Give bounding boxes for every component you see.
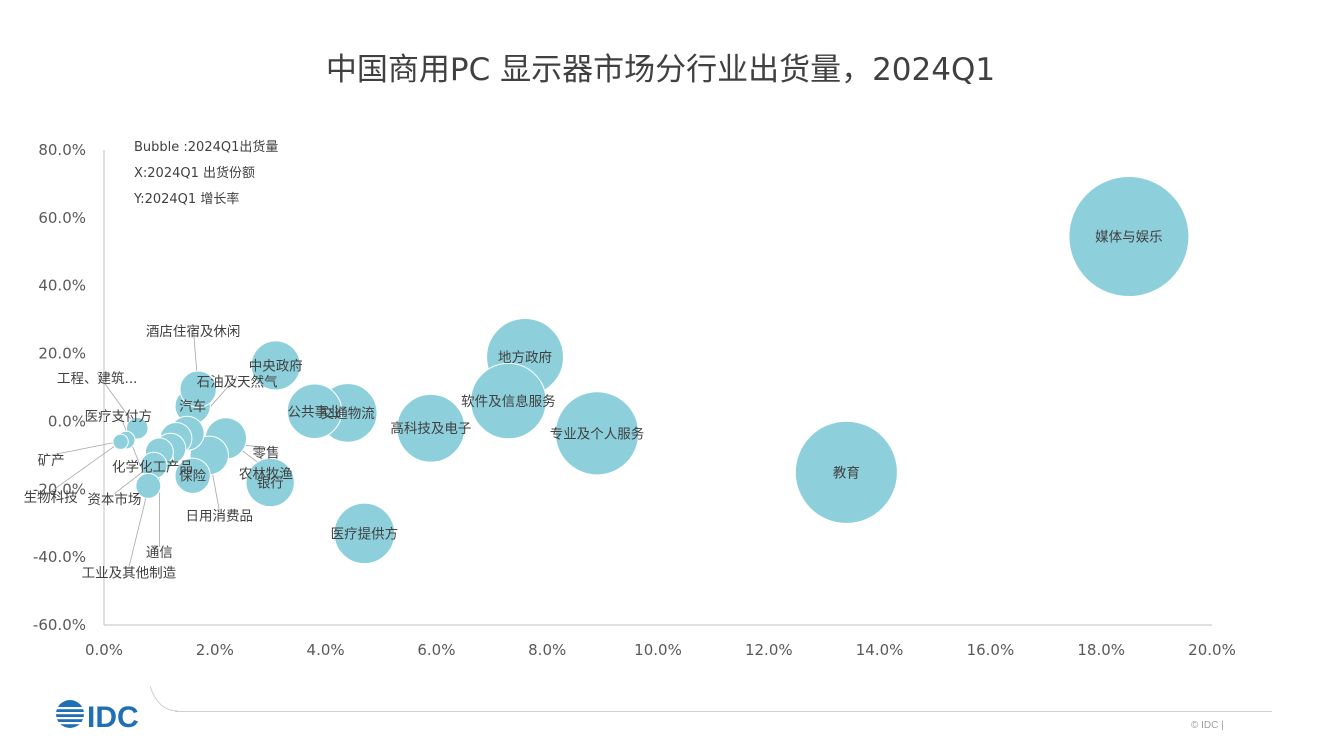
leader-line <box>50 441 121 493</box>
x-tick-label: 8.0% <box>528 641 566 659</box>
bubble-label: 生物科技 <box>24 490 78 506</box>
legend-note-line: Bubble :2024Q1出货量 <box>134 139 278 155</box>
bubble <box>174 457 211 494</box>
bubble-label: 石油及天然气 <box>197 373 278 390</box>
bubble <box>286 383 343 439</box>
bubble-label: 农林牧渔 <box>239 466 293 482</box>
y-tick-label: 60.0% <box>38 209 86 227</box>
bubble-label: 通信 <box>146 545 173 561</box>
bubble-label: 媒体与娱乐 <box>1095 230 1163 246</box>
y-tick-label: 0.0% <box>48 412 86 430</box>
bubble-label: 教育 <box>833 465 860 481</box>
footer-divider <box>175 711 1272 712</box>
legend-note-line: Y:2024Q1 增长率 <box>133 191 239 207</box>
bubble-label: 中央政府 <box>249 358 303 374</box>
legend-note-line: X:2024Q1 出货份额 <box>134 165 255 181</box>
bubble <box>1068 176 1190 298</box>
y-tick-label: -60.0% <box>33 616 86 634</box>
x-tick-label: 2.0% <box>196 641 234 659</box>
x-tick-label: 4.0% <box>307 641 345 659</box>
bubble <box>245 457 295 508</box>
bubble-label: 专业及个人服务 <box>550 426 645 442</box>
x-tick-label: 6.0% <box>417 641 455 659</box>
bubble <box>250 340 301 391</box>
bubble-label: 医疗提供方 <box>331 526 399 542</box>
bubble-label: 软件及信息服务 <box>461 393 556 410</box>
leader-line <box>96 372 138 429</box>
bubbles <box>112 176 1190 565</box>
y-tick-label: 40.0% <box>38 277 86 295</box>
bubble-label: 医疗支付方 <box>85 409 153 425</box>
y-tick-label: 80.0% <box>38 141 86 159</box>
bubble-label: 地方政府 <box>498 350 552 366</box>
bubble <box>396 393 466 463</box>
bubble-label: 高科技及电子 <box>390 420 471 437</box>
bubble <box>179 370 217 408</box>
axes: 0.0% 2.0% 4.0% 6.0% 8.0% 10.0% 12.0% 14.0% 16.0%… <box>33 141 1236 659</box>
bubble-label: 公共事业 <box>288 404 342 420</box>
bubble <box>333 502 396 565</box>
bubble <box>554 391 640 476</box>
bubble-chart: 0.0% 2.0% 4.0% 6.0% 8.0% 10.0% 12.0% 14.0% 16.0%… <box>24 139 1236 659</box>
bubble-label: 汽车 <box>179 398 206 415</box>
bubble <box>470 362 547 440</box>
x-tick-label: 16.0% <box>967 641 1015 659</box>
copyright: © IDC | <box>1191 720 1224 731</box>
bubble-label: 酒店住宿及休闲 <box>146 323 241 340</box>
x-tick-label: 18.0% <box>1077 641 1125 659</box>
y-tick-label: -20.0% <box>33 480 86 498</box>
x-tick-label: 0.0% <box>85 641 123 659</box>
chart-title: 中国商用PC 显示器市场分行业出货量，2024Q1 <box>325 52 996 88</box>
idc-logo-text: IDC <box>87 701 139 731</box>
x-tick-label: 14.0% <box>856 641 904 659</box>
x-tick-label: 12.0% <box>745 641 793 659</box>
x-tick-label: 20.0% <box>1188 641 1236 659</box>
bubble <box>794 420 898 524</box>
globe-icon <box>56 700 84 728</box>
y-tick-label: -40.0% <box>33 548 86 566</box>
bubble-label: 日用消费品 <box>186 508 254 524</box>
bubble-label: 矿产 <box>38 453 65 469</box>
bubble <box>112 433 129 450</box>
bubble-label: 银行 <box>257 476 284 492</box>
footer-divider-curve <box>150 686 179 712</box>
y-tick-label: 20.0% <box>38 345 86 363</box>
bubble-label: 工业及其他制造 <box>82 566 177 582</box>
bubble-label: 资本市场 <box>87 491 141 508</box>
bubble-label: 交通物流 <box>321 405 375 422</box>
bubble-label: 工程、建筑... <box>57 371 137 387</box>
bubble-label: 化学化工产品 <box>112 460 193 476</box>
bubble <box>135 472 162 499</box>
bubble-label: 零售 <box>253 445 280 461</box>
bubble-label: 保险 <box>179 469 206 485</box>
chart-legend-note: Bubble :2024Q1出货量 X:2024Q1 出货份额 Y:2024Q1 增… <box>133 139 278 207</box>
x-tick-label: 10.0% <box>634 641 682 659</box>
idc-logo: IDC <box>56 700 139 731</box>
